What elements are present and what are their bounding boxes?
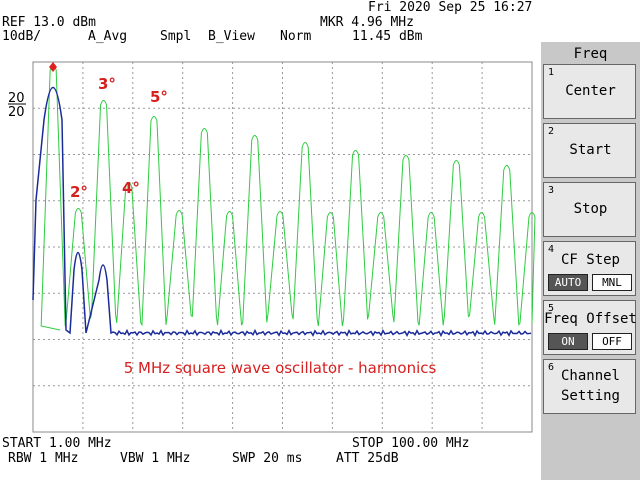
softkey-option[interactable]: OFF <box>592 333 632 350</box>
harmonic-label: 4° <box>122 179 140 197</box>
softkey[interactable]: 1 Center <box>543 64 636 119</box>
softkey-label: Stop <box>573 201 608 217</box>
softkey-label: Freq Offset <box>544 311 637 327</box>
softkey-label: Channel Setting <box>560 368 620 404</box>
stop-freq: STOP 100.00 MHz <box>352 436 470 451</box>
harmonic-label: 2° <box>70 183 88 201</box>
graticule-frame <box>32 61 533 433</box>
trace-display: 20 20 2° 3° 4° 5° 5 MHz square wave osci… <box>8 61 536 433</box>
menu-title: Freq <box>573 46 608 62</box>
ref-level: REF 13.0 dBm <box>2 15 96 30</box>
softkey-number: 5 <box>548 303 555 314</box>
softkey-option[interactable]: AUTO <box>548 274 588 291</box>
softkey-option[interactable]: MNL <box>592 274 632 291</box>
softkey[interactable]: 2 Start <box>543 123 636 178</box>
detector: Smpl <box>160 29 192 44</box>
softkey-label: Start <box>569 142 612 158</box>
sweep: SWP 20 ms <box>232 451 303 466</box>
scale-label: 20 <box>8 105 25 120</box>
trace-a: A_Avg <box>88 29 128 44</box>
softkey-number: 3 <box>548 185 555 196</box>
softkey-number: 2 <box>548 126 555 137</box>
softkey-number: 1 <box>548 67 555 78</box>
softkey-label: Center <box>565 83 616 99</box>
rbw: RBW 1 MHz <box>8 451 79 466</box>
softkey-label: CF Step <box>560 252 620 268</box>
mode: Norm <box>280 29 312 44</box>
softkey-number: 4 <box>548 244 555 255</box>
scale-label: 20 <box>8 91 25 106</box>
softkey-number: 6 <box>548 362 555 373</box>
softkey[interactable]: 6 Channel Setting <box>543 359 636 414</box>
softkey-panel: Freq 1 Center 2 Start 3 Stop 4 CF Step AUTO MNL 5 F… <box>541 42 640 480</box>
harmonic-label: 3° <box>98 75 116 93</box>
marker-level: 11.45 dBm <box>352 29 423 44</box>
graticule <box>33 62 532 432</box>
harmonic-label: 5° <box>150 88 168 106</box>
marker <box>49 62 57 72</box>
start-freq: START 1.00 MHz <box>2 436 112 451</box>
trace-b-line <box>40 65 536 331</box>
softkey-options: AUTO MNL <box>548 274 632 291</box>
attenuation: ATT 25dB <box>336 451 399 466</box>
softkey[interactable]: 5 Freq Offset ON OFF <box>543 300 637 355</box>
vbw: VBW 1 MHz <box>120 451 191 466</box>
scale: 10dB/ <box>2 29 42 44</box>
marker-freq: MKR 4.96 MHz <box>320 15 414 30</box>
softkey[interactable]: 3 Stop <box>543 182 636 237</box>
datetime: Fri 2020 Sep 25 16:27 <box>368 0 533 15</box>
annotation: 5 MHz square wave oscillator - harmonics <box>124 359 437 377</box>
trace-b: B_View <box>208 29 255 44</box>
softkey-options: ON OFF <box>548 333 632 350</box>
trace-a-line <box>32 86 532 338</box>
softkey[interactable]: 4 CF Step AUTO MNL <box>543 241 636 296</box>
softkey-option[interactable]: ON <box>548 333 588 350</box>
